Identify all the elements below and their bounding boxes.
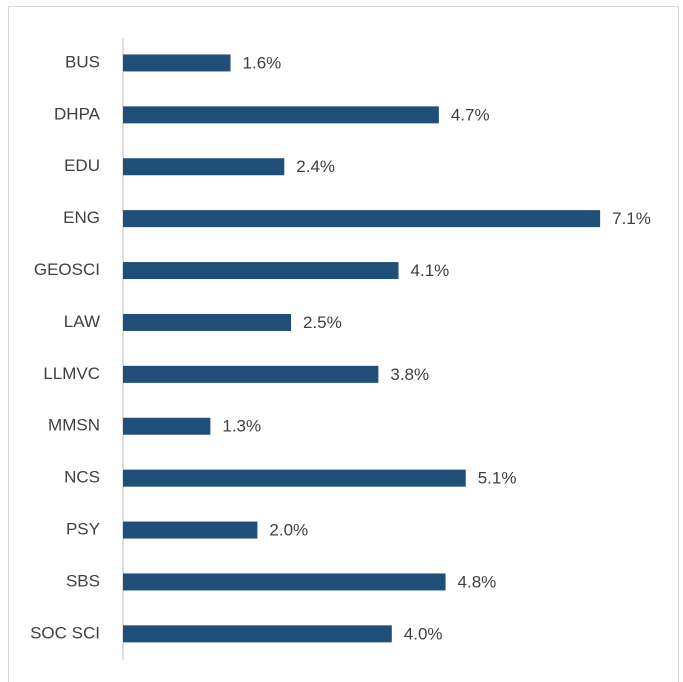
data-label: 5.1% — [478, 469, 517, 488]
data-label: 4.0% — [404, 624, 443, 643]
y-tick-label: SOC SCI — [30, 623, 100, 642]
data-label: 4.7% — [451, 105, 490, 124]
bar — [123, 417, 211, 435]
bar — [123, 521, 258, 539]
data-label: 4.1% — [411, 261, 450, 280]
bar — [123, 54, 231, 72]
y-tick-label: EDU — [64, 156, 100, 175]
y-tick-label: PSY — [66, 520, 100, 539]
bar — [123, 106, 439, 124]
y-tick-label: LAW — [64, 312, 100, 331]
data-label: 2.4% — [296, 157, 335, 176]
y-tick-label: BUS — [65, 52, 100, 71]
data-label: 1.6% — [243, 53, 282, 72]
y-tick-label: LLMVC — [43, 364, 100, 383]
data-label: 3.8% — [390, 365, 429, 384]
y-tick-label: SBS — [66, 571, 100, 590]
bar — [123, 625, 392, 643]
bar — [123, 469, 466, 487]
data-label: 4.8% — [458, 572, 497, 591]
bar — [123, 573, 446, 591]
bar — [123, 262, 399, 280]
bar — [123, 158, 285, 176]
y-tick-label: MMSN — [48, 416, 100, 435]
y-tick-label: NCS — [64, 468, 100, 487]
bar — [123, 365, 379, 383]
data-label: 1.3% — [222, 417, 261, 436]
data-label: 2.5% — [303, 313, 342, 332]
bar — [123, 210, 601, 228]
y-tick-label: ENG — [63, 208, 100, 227]
data-label: 7.1% — [612, 209, 651, 228]
y-tick-label: DHPA — [54, 104, 101, 123]
bar — [123, 313, 291, 331]
y-tick-label: GEOSCI — [34, 260, 100, 279]
data-label: 2.0% — [269, 521, 308, 540]
chart-frame — [8, 6, 679, 682]
